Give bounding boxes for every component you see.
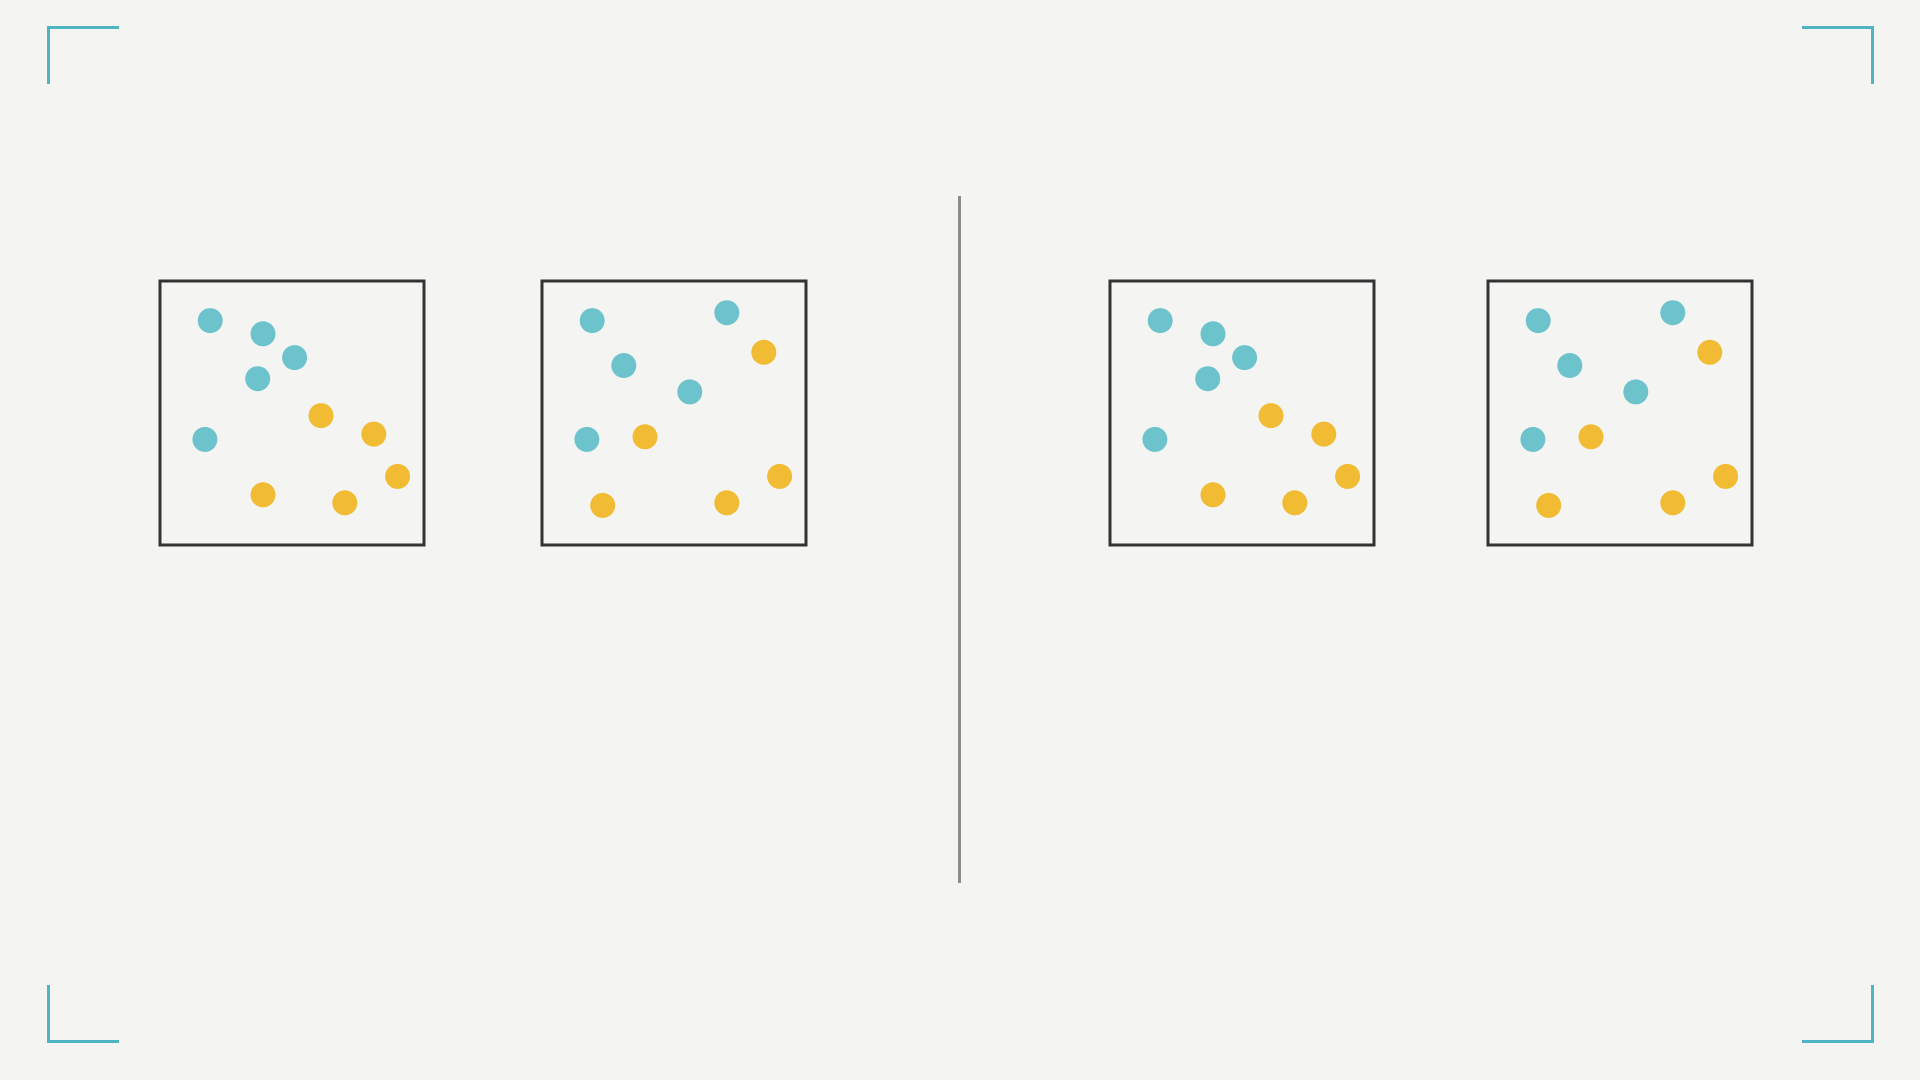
data-point-series-1-1 — [197, 308, 223, 334]
data-point-series-2-5 — [714, 490, 740, 516]
data-point-series-2-5 — [1660, 490, 1686, 516]
data-point-series-2-5 — [332, 490, 358, 516]
data-point-series-1-3 — [1232, 345, 1258, 371]
data-point-series-1-1 — [579, 308, 605, 334]
data-point-series-2-4 — [1200, 482, 1226, 508]
data-point-series-1-2 — [1200, 321, 1226, 347]
data-point-series-1-4 — [245, 366, 271, 392]
data-point-series-2-2 — [632, 424, 658, 450]
data-point-series-1-5 — [574, 426, 600, 452]
data-point-series-1-4 — [677, 379, 703, 405]
corner-bracket-top-right — [1802, 26, 1874, 84]
data-point-series-2-2 — [1578, 424, 1604, 450]
corner-bracket-bottom-right — [1802, 985, 1874, 1043]
plot-frame — [1486, 279, 1754, 547]
data-point-series-2-1 — [751, 339, 777, 365]
data-point-series-2-3 — [767, 463, 793, 489]
data-point-series-1-3 — [282, 345, 308, 371]
scatter-panel-2 — [540, 279, 808, 547]
data-point-series-2-4 — [590, 492, 616, 518]
data-point-series-1-2 — [1660, 300, 1686, 326]
plot-frame — [158, 279, 426, 547]
data-point-series-2-3 — [1335, 463, 1361, 489]
data-point-series-1-3 — [611, 353, 637, 378]
data-point-series-1-1 — [1525, 308, 1551, 334]
data-point-series-2-2 — [1311, 421, 1337, 447]
data-point-series-1-4 — [1195, 366, 1221, 392]
data-point-series-1-1 — [1147, 308, 1173, 334]
data-point-series-1-4 — [1623, 379, 1649, 405]
data-point-series-2-4 — [1536, 492, 1562, 518]
data-point-series-2-1 — [308, 403, 334, 429]
scatter-panel-1 — [158, 279, 426, 547]
data-point-series-1-2 — [250, 321, 276, 347]
data-point-series-2-4 — [250, 482, 276, 508]
scatter-panel-3 — [1108, 279, 1376, 547]
plot-frame — [1108, 279, 1376, 547]
data-point-series-2-3 — [385, 463, 411, 489]
corner-bracket-top-left — [47, 26, 119, 84]
data-point-series-2-1 — [1258, 403, 1284, 429]
data-point-series-1-2 — [714, 300, 740, 326]
data-point-series-1-5 — [192, 426, 218, 452]
data-point-series-2-1 — [1697, 339, 1723, 365]
data-point-series-1-5 — [1520, 426, 1546, 452]
data-point-series-2-2 — [361, 421, 387, 447]
vertical-divider — [958, 196, 961, 883]
data-point-series-2-3 — [1713, 463, 1739, 489]
data-point-series-1-3 — [1557, 353, 1583, 378]
plot-frame — [540, 279, 808, 547]
corner-bracket-bottom-left — [47, 985, 119, 1043]
data-point-series-1-5 — [1142, 426, 1168, 452]
data-point-series-2-5 — [1282, 490, 1308, 516]
scatter-panel-4 — [1486, 279, 1754, 547]
